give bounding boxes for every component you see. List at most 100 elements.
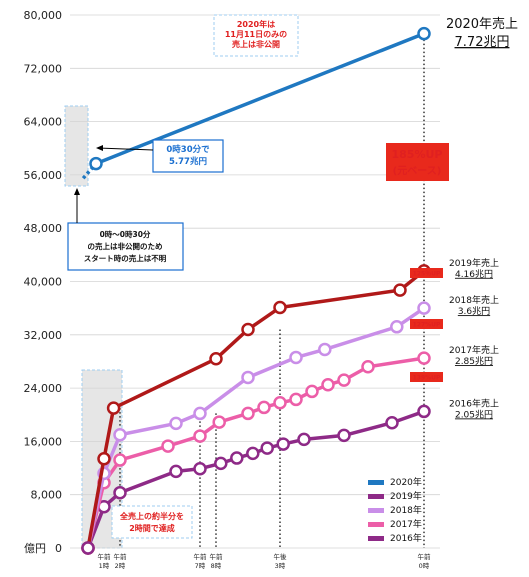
half-note-text: 2時間で達成 [129,523,175,533]
series-2018年-point [113,427,127,442]
series-2019年-point [393,283,407,297]
shaded-regions [64,105,123,549]
growth-badge [410,372,443,382]
top-note-box [213,14,299,57]
year-total-label: 7.72兆円 [455,35,510,50]
start-value-text: 5.77兆円 [169,156,207,167]
series-2019年-point [97,451,111,466]
series-2018年-point [417,301,431,315]
series-2017年-point [193,429,207,443]
series-2016年-point [385,415,399,430]
series-2020年-line [95,32,425,166]
x-tick-label: 1時 [99,562,110,570]
series-2020年-point [417,26,431,41]
y-tick-label: 0 [55,542,62,555]
gridlines [70,14,440,549]
series-2016年-point [276,437,290,451]
x-tick-label: 午前 [210,552,224,561]
series-2016年-point [193,461,207,476]
series-2017年-point [257,400,271,415]
legend-swatch [368,508,384,513]
growth-badge [410,268,443,278]
series-2016年-point [169,464,183,479]
y-tick-label: 24,000 [24,382,63,395]
series-2016年-point [417,404,431,419]
series-2017年-point [321,378,335,392]
series-2018年-point [241,370,255,385]
series-2016年-point [260,441,274,455]
year-total-label: 3.6兆円 [458,306,490,317]
start-note-text: 0時〜0時30分 [100,229,151,239]
series-2017年-point [289,392,303,407]
x-tick-label: 7時 [195,562,206,570]
half-note-box [111,505,193,539]
growth-badge-text: 125％UP [413,271,441,278]
growth-badge-text: 139%UP [413,375,441,382]
year-total-label: 2.85兆円 [455,356,493,367]
x-tick-label: 午後 [274,552,288,561]
top-note-text: 2020年は [237,19,275,29]
year-total-label: 2019年売上 [449,257,499,269]
series-2019年-point [106,401,121,415]
series-2017年-point [113,453,127,467]
y-tick-label: 40,000 [24,276,63,289]
x-tick-label: 0時 [419,562,430,570]
series-2017年-point [337,373,351,387]
series-2016年-point [246,446,260,461]
x-tick-label: 3時 [275,562,286,570]
series-2020年-point [89,156,103,171]
series-2017年-point [361,360,375,374]
origin-point [81,541,95,555]
year-total-label: 2018年売上 [449,294,499,306]
series-2017年-point [212,415,226,429]
x-tick-label: 午前 [98,552,112,561]
series-2019年-point [273,300,287,315]
top-note-text: 11月11日のみの [225,30,287,39]
start-note-box [67,222,184,271]
x-tick-label: 午前 [194,552,208,561]
year-total-label: 2017年売上 [449,344,499,356]
start-value-arrowhead [96,145,103,151]
shaded-region-start [64,105,89,187]
start-value-box [152,139,224,173]
series-2019年-point [209,352,223,366]
growth-badge-main-sub: (元ベース) [393,165,442,177]
series-2016年-point [230,451,244,465]
start-note-arrowhead [74,188,80,195]
legend-swatch [368,480,384,485]
y-axis-unit: 億円 [24,542,46,555]
half-note-text: 全売上の約半分を [119,511,184,521]
series-2016年-point [297,432,311,447]
series-2016年-point [214,456,228,471]
series-2017年-point [417,351,431,365]
growth-badge-text: 127%UP [413,322,441,329]
y-tick-label: 16,000 [24,435,63,448]
y-tick-label: 72,000 [24,62,63,75]
legend-swatch [368,536,384,541]
x-tick-label: 午前 [418,552,432,561]
series-2018年-point [318,342,332,357]
y-axis: 0 8,000 16,000 24,000 32,000 40,000 48,000 56,0… [24,9,63,555]
legend-swatch [368,522,384,527]
start-value-arrow [97,147,154,151]
series-2016年-point [337,428,351,443]
growth-badge [410,319,443,329]
year-total-label: 2020年売上 [446,16,518,32]
legend-label: 2020年 [390,476,422,488]
series-layer [81,26,431,555]
y-tick-label: 80,000 [24,9,63,22]
series-2018年-line [86,306,425,549]
x-tick-label: 2時 [115,562,126,570]
growth-badge-main-text: 185%UP [392,148,443,161]
series-2018年-point [390,320,404,334]
year-total-label: 2.05兆円 [455,409,493,420]
series-2018年-point [289,350,303,365]
series-2017年-point [305,384,319,399]
growth-badge-main [386,143,449,181]
x-tick-label: 8時 [211,562,222,570]
series-2016年-point [113,485,127,500]
